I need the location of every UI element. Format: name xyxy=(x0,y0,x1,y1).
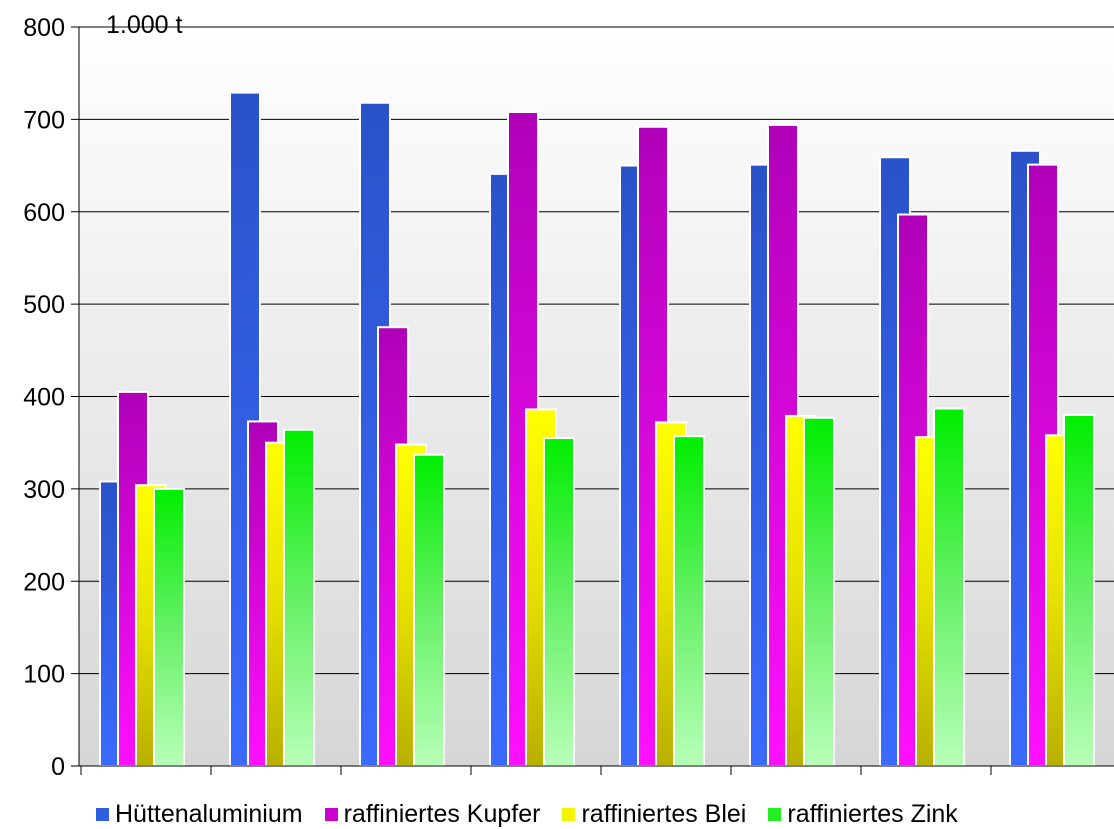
y-tick-label: 400 xyxy=(23,384,65,412)
legend-item: Hüttenaluminium xyxy=(96,800,303,829)
legend-label: raffiniertes Blei xyxy=(581,800,747,828)
legend-swatch xyxy=(768,808,782,821)
y-tick-label: 800 xyxy=(23,14,65,42)
y-tick-label: 100 xyxy=(23,661,65,689)
y-axis-label: 1.000 t xyxy=(106,11,183,39)
bar-3-1 xyxy=(283,428,315,767)
bar-3-4 xyxy=(673,435,705,767)
axes: 0 100 200 300 400 500 600 700 800 xyxy=(23,14,1114,781)
bar-3-3 xyxy=(543,437,575,767)
y-tick-label: 700 xyxy=(23,106,65,134)
legend-label: raffiniertes Kupfer xyxy=(343,800,541,828)
y-tick-label: 200 xyxy=(23,568,65,596)
legend-item: raffiniertes Blei xyxy=(562,800,746,829)
legend-item: raffiniertes Kupfer xyxy=(324,800,541,829)
bar-3-2 xyxy=(413,453,445,767)
legend-swatch xyxy=(562,808,576,821)
bar-3-6 xyxy=(933,407,965,767)
y-tick-label: 0 xyxy=(51,753,65,781)
bar-3-7 xyxy=(1063,413,1095,767)
y-tick-label: 300 xyxy=(23,476,65,504)
y-tick-label: 600 xyxy=(23,199,65,227)
legend-swatch xyxy=(324,808,338,821)
legend-label: Hüttenaluminium xyxy=(115,800,303,828)
bar-3-0 xyxy=(153,487,185,767)
legend-label: raffiniertes Zink xyxy=(787,800,958,828)
legend-item: raffiniertes Zink xyxy=(768,800,958,829)
legend-swatch xyxy=(96,808,109,821)
y-tick-label: 500 xyxy=(23,291,65,319)
legend: Hüttenaluminium raffiniertes Kupfer raffin… xyxy=(96,800,958,829)
bar-3-5 xyxy=(803,416,835,767)
